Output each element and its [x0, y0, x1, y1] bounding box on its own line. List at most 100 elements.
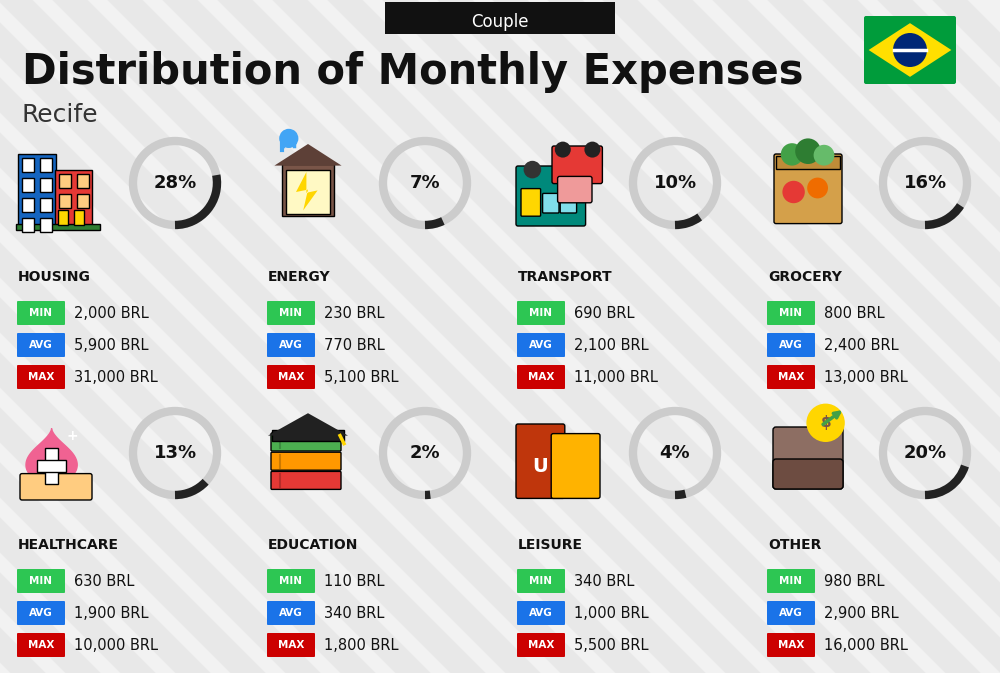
FancyBboxPatch shape	[767, 333, 815, 357]
Polygon shape	[869, 23, 951, 77]
FancyBboxPatch shape	[40, 198, 52, 211]
Circle shape	[584, 141, 600, 157]
FancyBboxPatch shape	[40, 217, 52, 232]
FancyBboxPatch shape	[17, 301, 65, 325]
Text: 1,000 BRL: 1,000 BRL	[574, 606, 649, 621]
FancyBboxPatch shape	[267, 333, 315, 357]
Text: 340 BRL: 340 BRL	[574, 573, 634, 588]
Text: MAX: MAX	[278, 640, 304, 650]
FancyBboxPatch shape	[22, 198, 34, 211]
Text: AVG: AVG	[279, 608, 303, 618]
FancyBboxPatch shape	[18, 154, 56, 228]
Text: 5,500 BRL: 5,500 BRL	[574, 637, 648, 653]
FancyBboxPatch shape	[17, 601, 65, 625]
Circle shape	[279, 129, 298, 148]
Text: MAX: MAX	[778, 640, 804, 650]
Circle shape	[782, 181, 805, 203]
Text: GROCERY: GROCERY	[768, 270, 842, 284]
Circle shape	[893, 33, 927, 67]
Text: 1,900 BRL: 1,900 BRL	[74, 606, 148, 621]
FancyBboxPatch shape	[59, 174, 71, 188]
FancyBboxPatch shape	[58, 211, 68, 225]
Circle shape	[555, 141, 571, 157]
FancyBboxPatch shape	[45, 448, 58, 484]
Polygon shape	[26, 429, 77, 479]
Text: MIN: MIN	[30, 308, 52, 318]
FancyBboxPatch shape	[282, 164, 334, 216]
Text: 13%: 13%	[153, 444, 197, 462]
FancyBboxPatch shape	[517, 633, 565, 657]
Text: AVG: AVG	[529, 340, 553, 350]
FancyBboxPatch shape	[40, 157, 52, 172]
Text: MAX: MAX	[28, 372, 54, 382]
FancyBboxPatch shape	[77, 194, 89, 209]
FancyBboxPatch shape	[40, 178, 52, 192]
Circle shape	[560, 161, 578, 178]
FancyBboxPatch shape	[267, 601, 315, 625]
Text: 5,100 BRL: 5,100 BRL	[324, 369, 398, 384]
Text: 20%: 20%	[903, 444, 947, 462]
Text: 690 BRL: 690 BRL	[574, 306, 635, 320]
FancyBboxPatch shape	[552, 146, 602, 184]
FancyBboxPatch shape	[385, 2, 615, 34]
FancyBboxPatch shape	[286, 170, 330, 213]
FancyBboxPatch shape	[17, 633, 65, 657]
FancyBboxPatch shape	[521, 188, 541, 216]
Text: HOUSING: HOUSING	[18, 270, 91, 284]
Text: MAX: MAX	[28, 640, 54, 650]
Text: 630 BRL: 630 BRL	[74, 573, 134, 588]
Text: 230 BRL: 230 BRL	[324, 306, 384, 320]
FancyBboxPatch shape	[517, 569, 565, 593]
FancyBboxPatch shape	[517, 333, 565, 357]
FancyBboxPatch shape	[560, 193, 577, 213]
FancyBboxPatch shape	[767, 601, 815, 625]
Polygon shape	[296, 172, 318, 211]
Text: 770 BRL: 770 BRL	[324, 337, 385, 353]
Circle shape	[781, 143, 803, 166]
Text: 2%: 2%	[410, 444, 440, 462]
FancyBboxPatch shape	[767, 569, 815, 593]
FancyBboxPatch shape	[267, 365, 315, 389]
FancyBboxPatch shape	[22, 157, 34, 172]
Text: 2,400 BRL: 2,400 BRL	[824, 337, 899, 353]
Text: 2,100 BRL: 2,100 BRL	[574, 337, 649, 353]
FancyBboxPatch shape	[22, 178, 34, 192]
Text: HEALTHCARE: HEALTHCARE	[18, 538, 119, 552]
Text: TRANSPORT: TRANSPORT	[518, 270, 613, 284]
Text: 1,800 BRL: 1,800 BRL	[324, 637, 398, 653]
FancyBboxPatch shape	[543, 193, 559, 213]
Text: Distribution of Monthly Expenses: Distribution of Monthly Expenses	[22, 51, 804, 93]
FancyBboxPatch shape	[37, 460, 66, 472]
FancyBboxPatch shape	[22, 217, 34, 232]
Text: AVG: AVG	[529, 608, 553, 618]
Text: ENERGY: ENERGY	[268, 270, 331, 284]
Text: 10,000 BRL: 10,000 BRL	[74, 637, 158, 653]
Text: OTHER: OTHER	[768, 538, 821, 552]
Polygon shape	[274, 144, 342, 166]
FancyBboxPatch shape	[864, 16, 956, 84]
FancyBboxPatch shape	[271, 433, 341, 451]
Text: MIN: MIN	[530, 308, 552, 318]
Text: MAX: MAX	[528, 372, 554, 382]
Text: MIN: MIN	[530, 576, 552, 586]
FancyBboxPatch shape	[55, 170, 92, 228]
Text: LEISURE: LEISURE	[518, 538, 583, 552]
FancyBboxPatch shape	[767, 301, 815, 325]
FancyBboxPatch shape	[17, 365, 65, 389]
Text: 13,000 BRL: 13,000 BRL	[824, 369, 908, 384]
FancyBboxPatch shape	[16, 224, 100, 229]
FancyBboxPatch shape	[516, 166, 586, 226]
Text: 5,900 BRL: 5,900 BRL	[74, 337, 148, 353]
FancyBboxPatch shape	[59, 194, 71, 209]
Text: MIN: MIN	[780, 576, 802, 586]
FancyBboxPatch shape	[77, 174, 89, 188]
Text: Recife: Recife	[22, 103, 99, 127]
Text: 800 BRL: 800 BRL	[824, 306, 885, 320]
Polygon shape	[268, 413, 348, 435]
Text: 980 BRL: 980 BRL	[824, 573, 885, 588]
FancyBboxPatch shape	[267, 569, 315, 593]
Text: Couple: Couple	[471, 13, 529, 31]
FancyBboxPatch shape	[272, 430, 344, 441]
Text: +: +	[67, 429, 78, 443]
FancyBboxPatch shape	[551, 433, 600, 499]
